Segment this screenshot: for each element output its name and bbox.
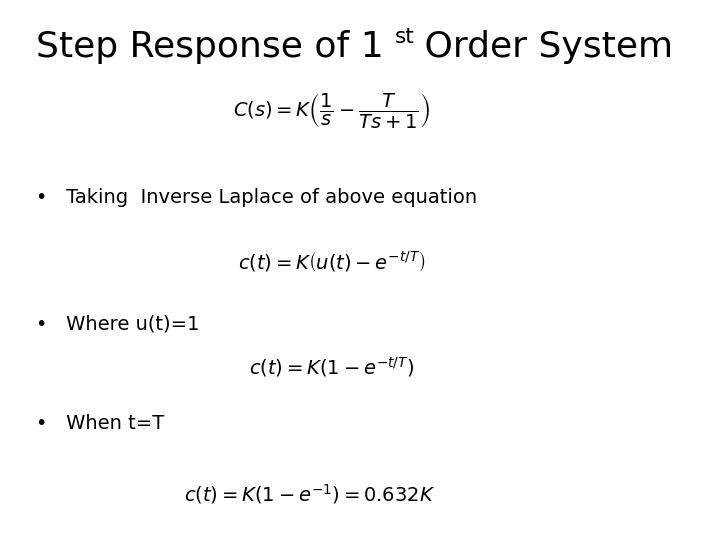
Text: •   Taking  Inverse Laplace of above equation: • Taking Inverse Laplace of above equati… (36, 187, 477, 207)
Text: $c(t) = K\left(u(t) - e^{-t/T}\right)$: $c(t) = K\left(u(t) - e^{-t/T}\right)$ (238, 250, 425, 274)
Text: $c(t) = K\left(1 - e^{-t/T}\right)$: $c(t) = K\left(1 - e^{-t/T}\right)$ (248, 355, 414, 379)
Text: st: st (395, 27, 414, 47)
Text: $c(t) = K\left(1 - e^{-1}\right) = 0.632K$: $c(t) = K\left(1 - e^{-1}\right) = 0.632… (184, 482, 435, 506)
Text: Step Response of 1: Step Response of 1 (36, 30, 384, 64)
Text: Order System: Order System (413, 30, 673, 64)
Text: •   Where u(t)=1: • Where u(t)=1 (36, 314, 199, 334)
Text: •   When t=T: • When t=T (36, 414, 164, 434)
Text: $C(s) = K\left(\dfrac{1}{s} - \dfrac{T}{Ts+1}\right)$: $C(s) = K\left(\dfrac{1}{s} - \dfrac{T}{… (233, 91, 430, 130)
